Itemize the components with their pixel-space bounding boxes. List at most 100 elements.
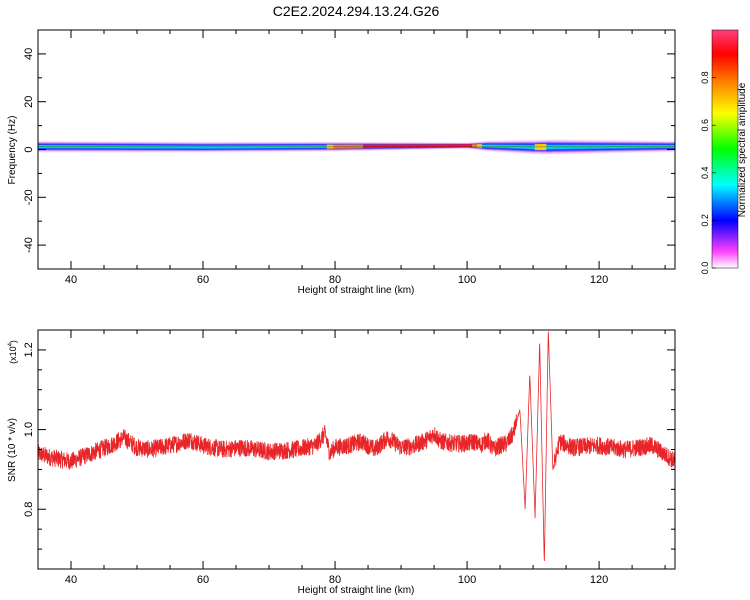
band-core [437, 144, 440, 148]
band-core [476, 144, 479, 148]
band-column [505, 139, 507, 154]
y-tick-label: 0.8 [23, 502, 35, 517]
band-core [379, 144, 382, 149]
band-column [656, 139, 659, 154]
band-core [359, 144, 362, 149]
band-core [435, 144, 438, 148]
spectral-band [38, 137, 675, 157]
colorbar: 0.0 0.2 0.4 0.6 0.8 Normalized spectral ampl… [700, 29, 748, 275]
band-core [344, 144, 347, 149]
band-core [463, 144, 466, 148]
band-core [402, 144, 405, 148]
band-core [356, 144, 359, 149]
band-column [673, 140, 675, 153]
band-core [458, 144, 461, 148]
band-core [399, 144, 402, 148]
snr-x-axis-label: Height of straight line (km) [298, 585, 415, 596]
band-column [666, 140, 669, 153]
band-column [637, 139, 639, 154]
band-core [445, 144, 448, 148]
band-core [381, 144, 384, 149]
band-core [348, 144, 351, 149]
snr-y-scale-exp: 4 [8, 342, 14, 346]
y-tick-label: 20 [23, 96, 35, 108]
band-core [442, 144, 445, 148]
band-core [376, 144, 379, 149]
band-column [663, 139, 666, 153]
band-core [340, 144, 342, 149]
band-column [660, 139, 663, 154]
band-column [498, 139, 501, 154]
x-tick-label: 120 [590, 274, 608, 286]
spectrogram-y-axis-label: Frequency (Hz) [7, 116, 18, 185]
band-core [440, 144, 443, 148]
colorbar-tick-label: 0.8 [700, 71, 710, 84]
band-core [349, 144, 352, 149]
band-core [425, 144, 428, 148]
band-core [384, 144, 387, 148]
band-core [353, 144, 356, 149]
band-column [485, 140, 488, 153]
band-core [404, 144, 407, 148]
band-core [406, 144, 408, 148]
band-column [665, 140, 668, 153]
band-column [671, 140, 674, 153]
band-core [473, 144, 476, 148]
band-core [453, 144, 456, 148]
x-tick-label: 40 [65, 574, 77, 586]
band-core [480, 144, 483, 148]
band-column [481, 140, 484, 152]
band-core [430, 144, 433, 148]
band-core [457, 144, 460, 148]
band-core [467, 144, 470, 148]
colorbar-tick-label: 0.0 [700, 262, 710, 275]
band-core [460, 144, 463, 148]
band-column [501, 139, 504, 154]
band-core [368, 144, 370, 149]
x-tick-label: 100 [458, 574, 476, 586]
band-column [646, 139, 649, 154]
band-core [354, 144, 357, 149]
band-core [394, 144, 397, 148]
y-tick-label: -40 [23, 237, 35, 253]
band-core [417, 144, 420, 148]
x-tick-label: 80 [329, 274, 341, 286]
snr-line [38, 331, 675, 562]
band-column [651, 139, 654, 154]
band-column [632, 139, 635, 154]
band-column [508, 139, 511, 154]
band-core [338, 144, 341, 149]
band-core [455, 144, 458, 148]
band-column [495, 139, 498, 153]
band-core [452, 144, 455, 148]
band-core [470, 144, 473, 148]
band-core [409, 144, 412, 148]
band-core [415, 144, 418, 148]
band-column [661, 139, 664, 153]
band-core [450, 144, 453, 148]
snr-series-line [38, 331, 675, 562]
band-column [483, 140, 486, 152]
band-core [387, 144, 390, 148]
band-core [465, 144, 468, 148]
band-core [419, 144, 422, 148]
y-tick-label: 0 [23, 146, 35, 152]
band-core [412, 144, 415, 148]
band-core [401, 144, 404, 148]
band-core [366, 144, 369, 149]
band-core [407, 144, 410, 148]
y-tick-label: 1.2 [23, 342, 35, 357]
band-column [658, 139, 661, 154]
band-column [503, 139, 506, 154]
band-core [432, 144, 435, 148]
band-core [427, 144, 430, 148]
band-core [351, 144, 354, 149]
spectrogram-x-axis-label: Height of straight line (km) [298, 285, 415, 296]
colorbar-tick-label: 0.6 [700, 119, 710, 132]
band-core [422, 144, 425, 148]
colorbar-tick-label: 0.2 [700, 214, 710, 227]
band-column [638, 139, 641, 154]
y-tick-label: 1.0 [23, 422, 35, 437]
band-column [641, 139, 644, 154]
